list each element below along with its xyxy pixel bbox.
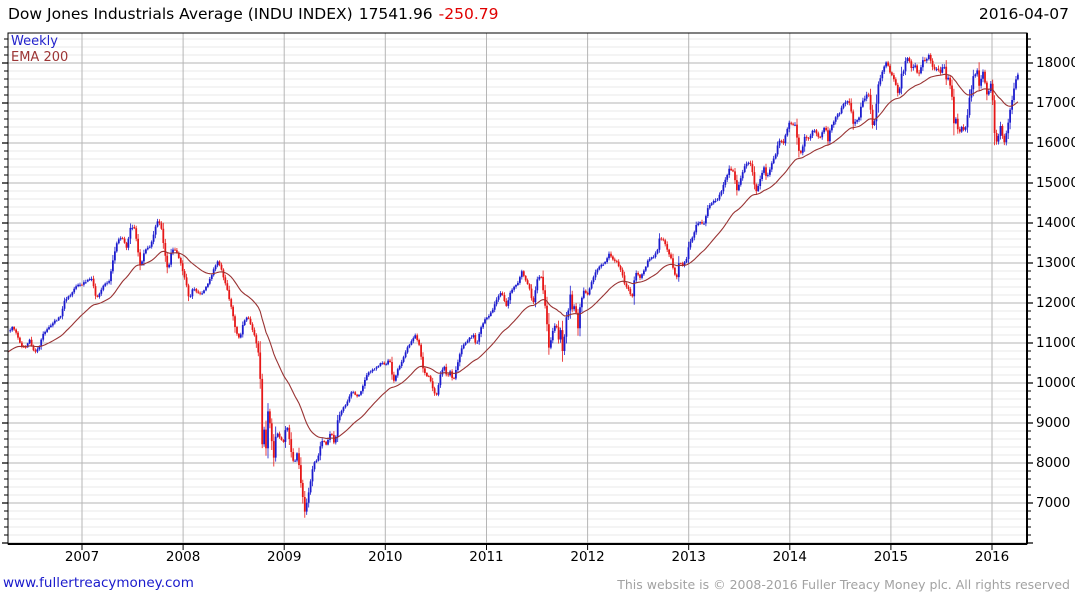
x-axis-label: 2008 [165, 549, 201, 565]
x-axis-label: 2015 [873, 549, 909, 565]
y-axis-label: 18000 [1036, 55, 1075, 71]
y-axis-label: 15000 [1036, 175, 1075, 191]
y-axis-label: 8000 [1036, 455, 1071, 471]
page-title: Dow Jones Industrials Average (INDU INDE… [8, 5, 353, 23]
chart-date: 2016-04-07 [978, 5, 1069, 23]
price-change: -250.79 [438, 5, 499, 23]
x-axis-label: 2014 [772, 549, 807, 565]
y-axis-label: 9000 [1036, 415, 1071, 431]
last-price: 17541.96 [358, 5, 433, 23]
x-axis-label: 2016 [974, 549, 1010, 565]
y-axis-label: 10000 [1036, 375, 1075, 391]
x-axis-label: 2007 [64, 549, 100, 565]
site-link[interactable]: www.fullertreacymoney.com [3, 575, 194, 591]
y-axis-label: 11000 [1036, 335, 1075, 351]
y-axis-label: 13000 [1036, 255, 1075, 271]
y-axis-label: 14000 [1036, 215, 1075, 231]
y-axis-label: 7000 [1036, 495, 1071, 511]
copyright-text: This website is © 2008-2016 Fuller Treac… [617, 577, 1070, 592]
y-axis-label: 16000 [1036, 135, 1075, 151]
x-axis-label: 2010 [368, 549, 403, 565]
x-axis-label: 2013 [671, 549, 706, 565]
x-axis-label: 2011 [469, 549, 504, 565]
y-axis-label: 17000 [1036, 95, 1075, 111]
x-axis-label: 2009 [267, 549, 302, 565]
legend-ema-label: EMA 200 [11, 50, 69, 65]
y-axis-label: 12000 [1036, 295, 1075, 311]
x-axis-label: 2012 [570, 549, 605, 565]
legend-series-label: Weekly [11, 34, 58, 49]
chart-header: Dow Jones Industrials Average (INDU INDE… [8, 5, 499, 23]
